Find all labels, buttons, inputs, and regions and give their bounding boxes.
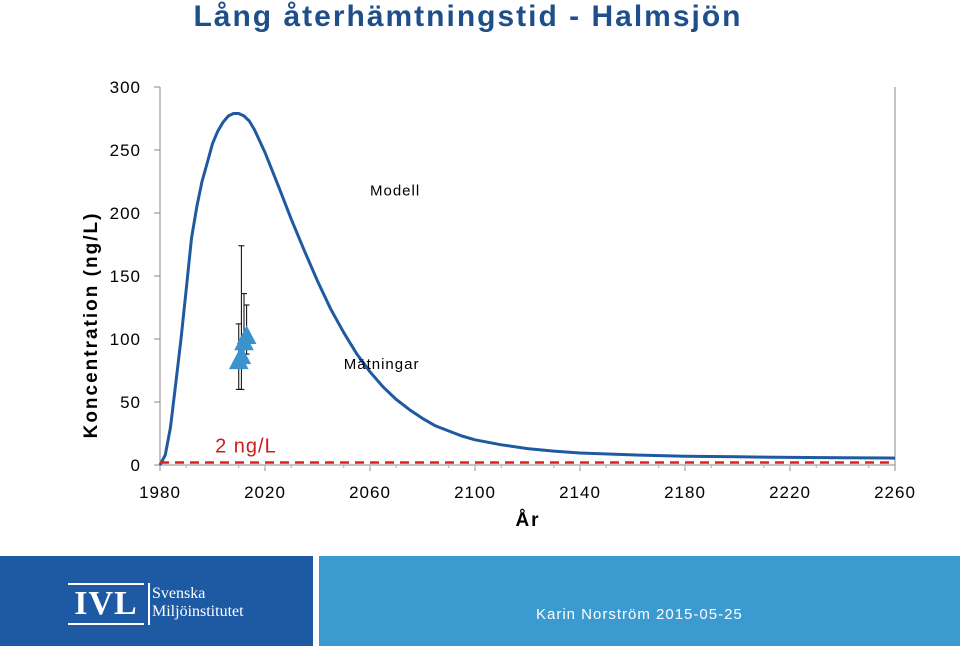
footer-divider [313,556,319,646]
annotation-2-ng-l: 2 ng/L [215,435,277,457]
y-tick-label: 100 [110,330,141,349]
y-tick-label: 300 [110,78,141,97]
logo-text: Svenska Miljöinstitutet [152,585,244,621]
footer-left-panel [0,556,313,646]
x-tick-label: 2140 [559,483,601,502]
chart: Lång återhämtningstid - Halmsjön Koncent… [81,0,916,531]
annotations: Modell Mätningar 2 ng/L [215,182,420,457]
footer-right-panel [319,556,960,646]
logo-line-1: Svenska [152,585,206,602]
y-tick-label: 50 [120,393,141,412]
x-tick-label: 2100 [454,483,496,502]
x-tick-label: 2060 [349,483,391,502]
x-tick-label: 1980 [139,483,181,502]
chart-title: Lång återhämtningstid - Halmsjön [193,0,742,33]
y-tick-label: 150 [110,267,141,286]
y-tick-label: 200 [110,204,141,223]
logo-line-2: Miljöinstitutet [152,603,244,620]
annotation-m-tningar: Mätningar [344,356,420,373]
logo-separator [148,583,150,625]
measurement-marker [231,345,252,365]
ivl-logo: IVL Svenska Miljöinstitutet [68,583,258,625]
x-axis-label: År [515,510,540,531]
y-tick-label: 0 [131,456,141,475]
plot-area [158,112,896,466]
author-credit: Karin Norström 2015-05-25 [536,606,743,623]
x-tick-label: 2220 [769,483,811,502]
axes: 0 50 100 150 200 250 300 1980 2020 2060 2100 2140 21… [110,78,916,502]
x-tick-label: 2180 [664,483,706,502]
measurement-marker [236,325,257,344]
model-line [158,112,896,466]
x-tick-label: 2260 [874,483,916,502]
x-tick-label: 2020 [244,483,286,502]
logo-mark: IVL [68,583,144,625]
y-axis-label: Koncentration (ng/L) [81,212,102,439]
y-tick-label: 250 [110,141,141,160]
annotation-modell: Modell [370,182,420,199]
